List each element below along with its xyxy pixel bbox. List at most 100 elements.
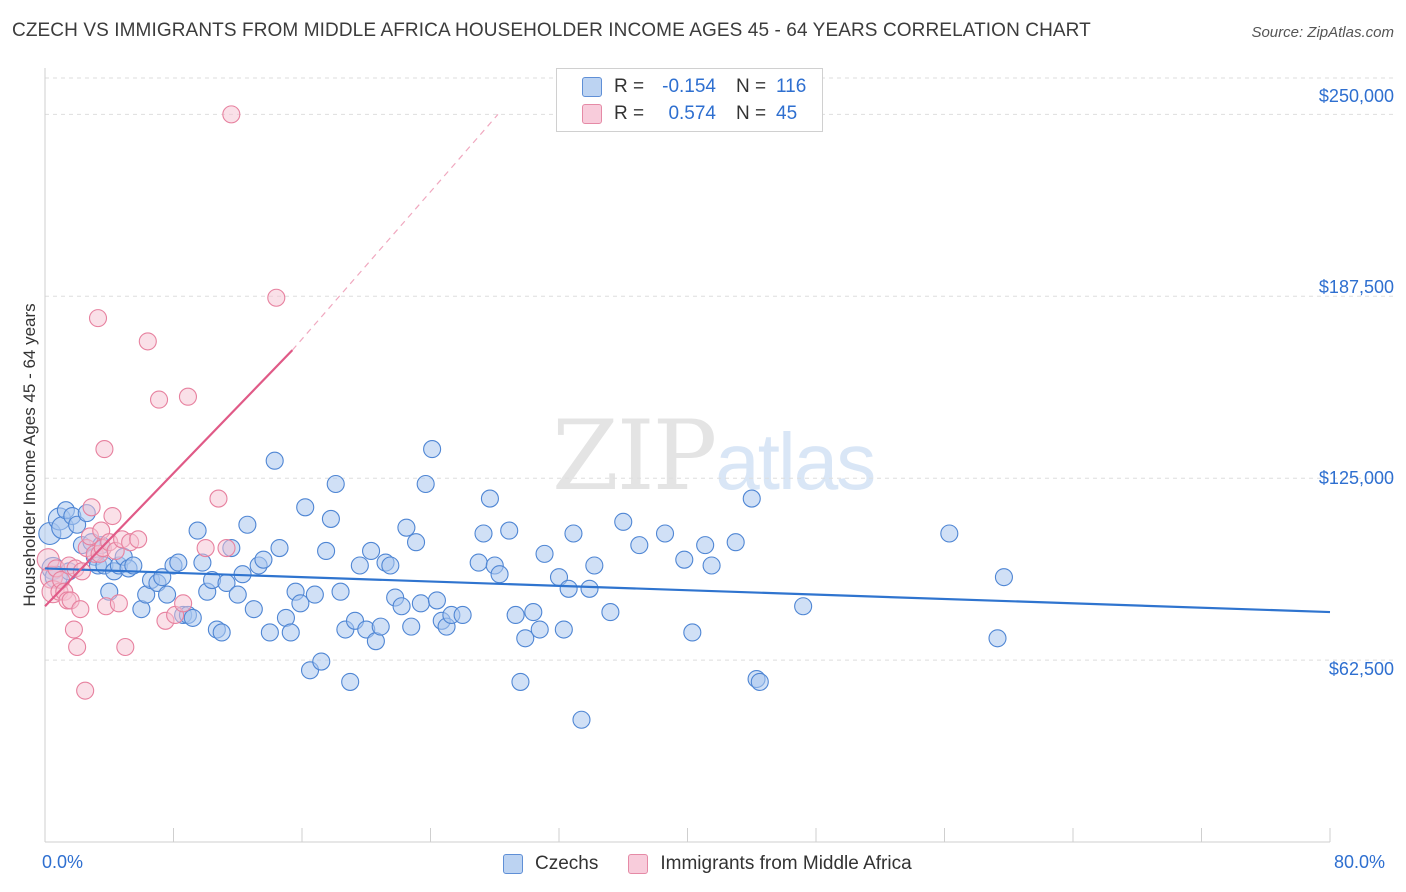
czech-point [183, 608, 202, 627]
africa-swatch [582, 104, 602, 124]
source-label: Source: ZipAtlas.com [1251, 24, 1394, 41]
watermark-zip: ZIP [552, 400, 717, 512]
czech-point [296, 498, 315, 517]
czech-point [572, 710, 591, 729]
czech-point [469, 553, 488, 572]
czech-point [702, 556, 721, 575]
czech-point [321, 509, 340, 528]
czech-point [281, 623, 300, 642]
africa-r-label: R = [614, 103, 645, 124]
czech-r-label: R = [614, 76, 645, 97]
czech-point [402, 617, 421, 636]
czech-point [331, 582, 350, 601]
africa-point [174, 594, 193, 613]
czech-point [655, 524, 675, 543]
correlation-legend: R = -0.154 N = 116 R = 0.574 N = 45 [556, 68, 823, 132]
czech-point [406, 533, 426, 552]
czech-point [614, 512, 633, 531]
czech-point [530, 620, 549, 639]
africa-point [88, 309, 108, 328]
africa-point [138, 332, 157, 351]
czech-swatch [582, 77, 602, 97]
czech-point [312, 652, 331, 671]
legend-item-czechs[interactable]: Czechs [503, 853, 598, 875]
czech-trend-line [44, 567, 1331, 614]
czech-point [244, 600, 263, 619]
legend-middle-africa-label: Immigrants from Middle Africa [660, 853, 912, 874]
czech-point [524, 603, 543, 622]
x-tick-label-min: 0.0% [42, 852, 84, 872]
watermark-atlas: atlas [715, 417, 876, 506]
africa-point [116, 637, 135, 657]
legend-item-middle-africa[interactable]: Immigrants from Middle Africa [628, 853, 912, 875]
czech-point [305, 585, 324, 604]
africa-point [82, 498, 101, 517]
legend-row-africa: R = 0.574 N = 45 [582, 102, 797, 126]
africa-point [72, 562, 91, 581]
czech-n-label: N = [736, 76, 767, 97]
africa-point [129, 530, 148, 549]
czech-point [516, 629, 535, 648]
africa-trend-line [44, 349, 294, 608]
middle-africa-swatch [628, 854, 649, 874]
czech-point [564, 524, 583, 543]
chart-title: CZECH VS IMMIGRANTS FROM MIDDLE AFRICA H… [12, 20, 1091, 41]
czech-point [511, 672, 530, 691]
africa-point [196, 538, 215, 558]
czech-point [554, 620, 573, 639]
africa-point [71, 600, 90, 619]
africa-r-value: 0.574 [668, 103, 716, 124]
series-legend: Czechs Immigrants from Middle Africa [503, 853, 942, 875]
africa-trend-extension [291, 113, 499, 351]
czech-point [416, 474, 435, 494]
czech-point [188, 521, 207, 540]
czech-point [994, 568, 1013, 587]
czech-point [169, 553, 188, 572]
watermark: ZIPatlas [552, 400, 876, 512]
africa-point [217, 538, 236, 558]
czech-point [742, 489, 761, 508]
y-tick-label-62500: $62,500 [1328, 659, 1394, 679]
czech-point [158, 585, 177, 604]
czech-point [371, 617, 390, 636]
czech-point [601, 603, 620, 622]
czech-point [585, 556, 604, 575]
legend-row-czech: R = -0.154 N = 116 [582, 75, 806, 99]
africa-point [178, 387, 198, 406]
czech-point [480, 489, 499, 508]
czech-point [212, 623, 231, 642]
africa-point [64, 620, 83, 639]
africa-n-label: N = [736, 103, 767, 124]
y-tick-label-187500: $187,500 [1318, 277, 1394, 297]
y-tick-label-250000: $250,000 [1318, 86, 1394, 106]
africa-point [149, 390, 169, 409]
czech-point [265, 451, 284, 470]
czech-point [506, 605, 525, 625]
czech-point [291, 594, 310, 613]
czech-point [726, 533, 745, 552]
czech-point [228, 585, 247, 604]
czech-point [254, 550, 273, 569]
czech-point [988, 629, 1007, 648]
africa-point [76, 681, 95, 700]
africa-point [109, 594, 128, 613]
czech-point [500, 521, 519, 540]
czech-point [260, 623, 279, 642]
africa-point [267, 288, 286, 307]
czech-point [580, 579, 599, 598]
czech-point [68, 515, 87, 534]
czech-point [490, 565, 509, 584]
czech-point [381, 556, 400, 575]
czech-point [940, 524, 959, 543]
czech-n-value: 116 [776, 76, 807, 97]
legend-czechs-label: Czechs [535, 853, 599, 874]
x-tick-label-max: 80.0% [1334, 852, 1386, 872]
africa-point [209, 489, 228, 508]
czech-point [427, 591, 446, 610]
czech-point [675, 550, 694, 569]
czech-point [270, 538, 289, 558]
czech-point [341, 672, 360, 691]
y-tick-label-125000: $125,000 [1318, 468, 1394, 488]
africa-point [95, 440, 114, 459]
